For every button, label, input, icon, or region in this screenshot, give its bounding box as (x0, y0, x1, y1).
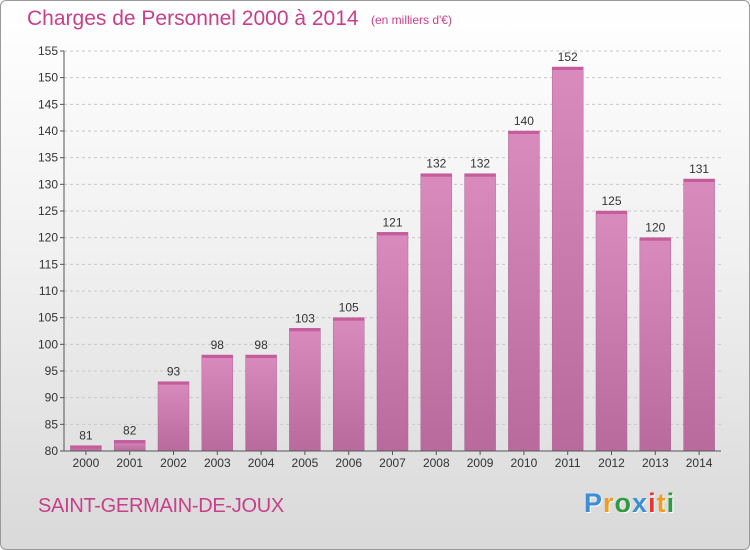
y-tick-label: 130 (38, 177, 58, 191)
x-tick-label-2007: 2007 (379, 456, 406, 470)
bar-top-2011 (552, 67, 584, 70)
logo-letter: t (656, 488, 667, 518)
bar-2013 (639, 237, 672, 452)
bar-top-2004 (245, 355, 277, 358)
bar-2002 (157, 381, 190, 452)
bar-top-2002 (158, 381, 189, 385)
y-tick-label: 150 (38, 71, 58, 85)
y-tick-label: 115 (39, 257, 58, 271)
y-tick-label: 95 (45, 364, 59, 378)
bar-2009 (464, 173, 496, 452)
logo-letter: P (584, 488, 604, 518)
bar-2005 (289, 328, 321, 452)
x-tick-label-2006: 2006 (335, 456, 362, 470)
y-tick-label: 85 (45, 417, 59, 431)
y-tick-label: 80 (45, 444, 59, 458)
x-tick-label-2003: 2003 (204, 456, 231, 470)
y-tick-label: 125 (38, 204, 58, 218)
x-tick-label-2001: 2001 (116, 456, 143, 470)
x-tick-label-2005: 2005 (292, 456, 319, 470)
y-tick-label: 155 (38, 44, 58, 58)
x-tick-label-2002: 2002 (160, 456, 187, 470)
value-label-2012: 125 (601, 194, 621, 208)
y-tick-label: 110 (39, 284, 58, 298)
logo-letter: i (666, 488, 676, 518)
bar-2006 (332, 317, 365, 452)
value-label-2001: 82 (123, 423, 137, 437)
x-tick-label-2000: 2000 (73, 456, 100, 470)
bar-2004 (245, 354, 277, 452)
bar-top-2013 (639, 237, 671, 241)
value-label-2000: 81 (79, 429, 93, 443)
x-tick-label-2012: 2012 (598, 456, 625, 470)
bar-top-2005 (289, 328, 321, 332)
x-tick-label-2011: 2011 (555, 456, 581, 470)
bar-top-2006 (333, 317, 365, 321)
y-tick-label: 140 (38, 124, 58, 138)
y-tick-label: 120 (38, 231, 58, 245)
value-label-2007: 121 (382, 215, 402, 229)
y-tick-label: 100 (38, 337, 58, 351)
x-tick-label-2010: 2010 (511, 456, 538, 470)
bar-top-2000 (70, 445, 102, 449)
y-tick-label: 145 (38, 97, 58, 111)
value-label-2014: 131 (689, 162, 709, 176)
logo-letter: x (632, 488, 649, 518)
commune-name: SAINT-GERMAIN-DE-JOUX (38, 495, 284, 517)
bar-2003 (201, 354, 234, 452)
bar-top-2001 (114, 440, 146, 444)
logo-letter: o (614, 488, 633, 518)
bar-2007 (376, 232, 409, 452)
value-label-2004: 98 (254, 338, 268, 352)
bar-2011 (551, 66, 584, 452)
x-tick-label-2004: 2004 (248, 456, 275, 470)
value-label-2005: 103 (295, 311, 315, 325)
x-tick-label-2008: 2008 (423, 456, 450, 470)
bar-2014 (683, 178, 715, 452)
value-label-2006: 105 (339, 301, 359, 315)
y-tick-label: 105 (38, 311, 58, 325)
bar-top-2003 (201, 355, 233, 358)
value-label-2008: 132 (426, 157, 446, 171)
value-label-2003: 98 (211, 338, 225, 352)
proxiti-logo: Proxiti (584, 488, 675, 519)
x-tick-label-2009: 2009 (467, 456, 494, 470)
value-label-2013: 120 (645, 221, 665, 235)
bar-top-2009 (464, 173, 496, 177)
value-label-2011: 152 (558, 50, 578, 64)
y-tick-label: 90 (45, 391, 59, 405)
bar-2012 (595, 210, 628, 452)
bar-top-2010 (508, 131, 540, 134)
bar-2008 (420, 173, 453, 452)
logo-letter: r (603, 488, 615, 518)
bar-top-2008 (420, 173, 452, 177)
value-label-2010: 140 (514, 114, 534, 128)
chart-title: Charges de Personnel 2000 à 2014 (27, 7, 359, 30)
chart-subtitle: (en milliers d'€) (371, 13, 452, 27)
value-label-2002: 93 (167, 365, 181, 379)
x-tick-label-2014: 2014 (686, 456, 713, 470)
bar-top-2014 (683, 179, 715, 182)
value-label-2009: 132 (470, 157, 490, 171)
logo-letter: i (648, 488, 657, 518)
y-tick-label: 135 (38, 151, 58, 165)
x-tick-label-2013: 2013 (642, 456, 669, 470)
bar-top-2012 (596, 211, 627, 214)
bar-top-2007 (377, 232, 408, 236)
bar-2010 (508, 130, 540, 452)
